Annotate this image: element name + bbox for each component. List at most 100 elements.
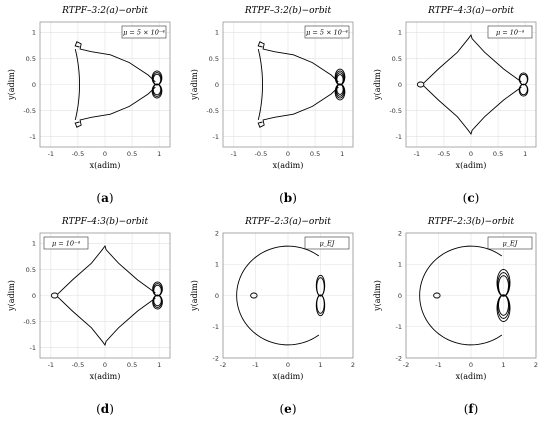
panel-e-chart: RTPF–2:3(a)−orbit -2 -1 0 1 2 -2 -1 0 1 2 x(adim) y(… [190,216,355,416]
x-tick-label: 0 [103,150,107,158]
panel-title: RTPF–4:3(b)−orbit [61,216,149,227]
panel-title: RTPF–2:3(b)−orbit [427,216,515,227]
orbit-left-loop [50,292,59,299]
x-tick-label: 1 [523,150,527,158]
panel-caption: (e) [279,402,296,416]
y-tick-label: 0 [398,292,402,300]
y-tick-label: -2 [396,354,402,362]
orbit-branch-upper [57,245,156,295]
x-tick-label: -0.5 [72,150,85,158]
x-tick-label: 0 [103,361,107,369]
x-tick-label: 0.5 [127,150,137,158]
orbit-lobe [519,83,528,96]
x-axis-label: x(adim) [456,372,487,381]
y-axis-label: y(adim) [373,280,382,312]
x-axis-label: x(adim) [273,372,304,381]
y-tick-label: -0.5 [206,107,219,115]
x-axis-label: x(adim) [90,161,121,170]
orbit-outer-circle [236,245,320,346]
x-tick-label: 0 [286,150,290,158]
orbit-curves [257,41,346,128]
x-tick-label: 1 [501,361,505,369]
orbit-lobe [152,73,162,86]
legend-box [304,236,350,250]
orbit-branch-lower [257,86,339,128]
orbit-lobe [519,73,528,86]
panel-caption: (a) [96,191,113,205]
orbit-lobe [152,83,162,96]
orbit-branch-upper [257,41,339,83]
x-tick-label: -0.5 [72,361,85,369]
legend-box [43,236,89,250]
x-tick-label: 1 [157,361,161,369]
plot-frame [39,232,171,359]
panel-title: RTPF–4:3(a)−orbit [427,5,514,16]
orbit-curves [419,245,511,346]
orbit-branch-upper [74,41,156,83]
y-tick-label: -1 [396,133,402,141]
x-tick-label: 0.5 [493,150,503,158]
orbit-curves [416,34,529,135]
panel-caption: (d) [96,402,114,416]
legend-label: μ = 5 × 10⁻⁴ [123,29,165,37]
y-tick-label: 0 [32,292,36,300]
orbit-curves [50,245,163,346]
x-tick-label: -2 [403,361,409,369]
y-tick-label: -1 [213,133,219,141]
orbit-outer-circle [419,245,503,346]
panel-title: RTPF–3:2(a)−orbit [61,5,148,16]
y-tick-label: 0 [215,81,219,89]
x-tick-label: 1 [157,150,161,158]
x-tick-label: 0 [469,150,473,158]
x-tick-label: 1 [318,361,322,369]
y-axis-label: y(adim) [373,69,382,101]
panel-f-chart: RTPF–2:3(b)−orbit -2 -1 0 1 2 -2 -1 0 1 2 x(adim) y(… [373,216,538,416]
orbit-branch-lower [74,86,156,128]
x-axis-label: x(adim) [456,161,487,170]
orbit-curves [236,245,326,346]
legend-box [487,236,533,250]
y-tick-label: 0.5 [392,55,402,63]
y-tick-label: 0.5 [26,55,36,63]
y-axis-label: y(adim) [190,69,199,101]
plot-frame [39,21,171,148]
legend-box [121,25,167,39]
x-tick-label: 0.5 [127,361,137,369]
x-tick-label: -1 [414,150,420,158]
x-axis-label: x(adim) [90,372,121,381]
panel-caption: (b) [279,191,297,205]
y-tick-label: 1 [215,261,219,269]
y-tick-label: 0 [215,292,219,300]
x-tick-label: -0.5 [255,150,268,158]
x-tick-label: -1 [48,361,54,369]
y-tick-label: 0.5 [26,266,36,274]
panel-d-chart: RTPF–4:3(b)−orbit -1 -0.5 0 0.5 1 -1 -0.5 0 0.5 1 x… [7,216,171,416]
orbit-lobe [498,294,509,316]
plot-frame [222,232,354,359]
plot-frame [222,21,354,148]
plot-frame [405,21,537,148]
orbit-left-loop [433,292,441,299]
orbit-left-arc [257,48,263,121]
y-tick-label: -1 [30,133,36,141]
y-tick-label: -0.5 [389,107,402,115]
panel-b: RTPF–3:2(b)−orbit -1 -0.5 0 0.5 1 -1 -0.5 0 0.5 1 x… [183,0,366,211]
panel-a-chart: RTPF–3:2(a)−orbit -1 -0.5 0 0.5 1 -1 -0.5 0 0.5 1 x… [7,5,171,205]
orbit-branch-lower [423,85,522,135]
x-tick-label: 2 [351,361,355,369]
x-tick-label: 1 [340,150,344,158]
orbit-left-arc [74,48,80,121]
y-tick-label: -2 [213,354,219,362]
y-tick-label: 0 [32,81,36,89]
y-axis-label: y(adim) [7,69,16,101]
y-tick-label: 1 [215,29,219,37]
panel-title: RTPF–2:3(a)−orbit [244,216,331,227]
orbit-branch-lower [57,296,156,346]
orbit-curves [74,41,163,128]
y-axis-label: y(adim) [7,280,16,312]
panel-b-chart: RTPF–3:2(b)−orbit -1 -0.5 0 0.5 1 -1 -0.5 0 0.5 1 x… [190,5,354,205]
orbit-lobe [153,284,162,297]
x-tick-label: 0 [286,361,290,369]
panel-caption: (f) [464,402,479,416]
panel-c: RTPF–4:3(a)−orbit -1 -0.5 0 0.5 1 -1 -0.5 0 0.5 1 x… [366,0,549,211]
